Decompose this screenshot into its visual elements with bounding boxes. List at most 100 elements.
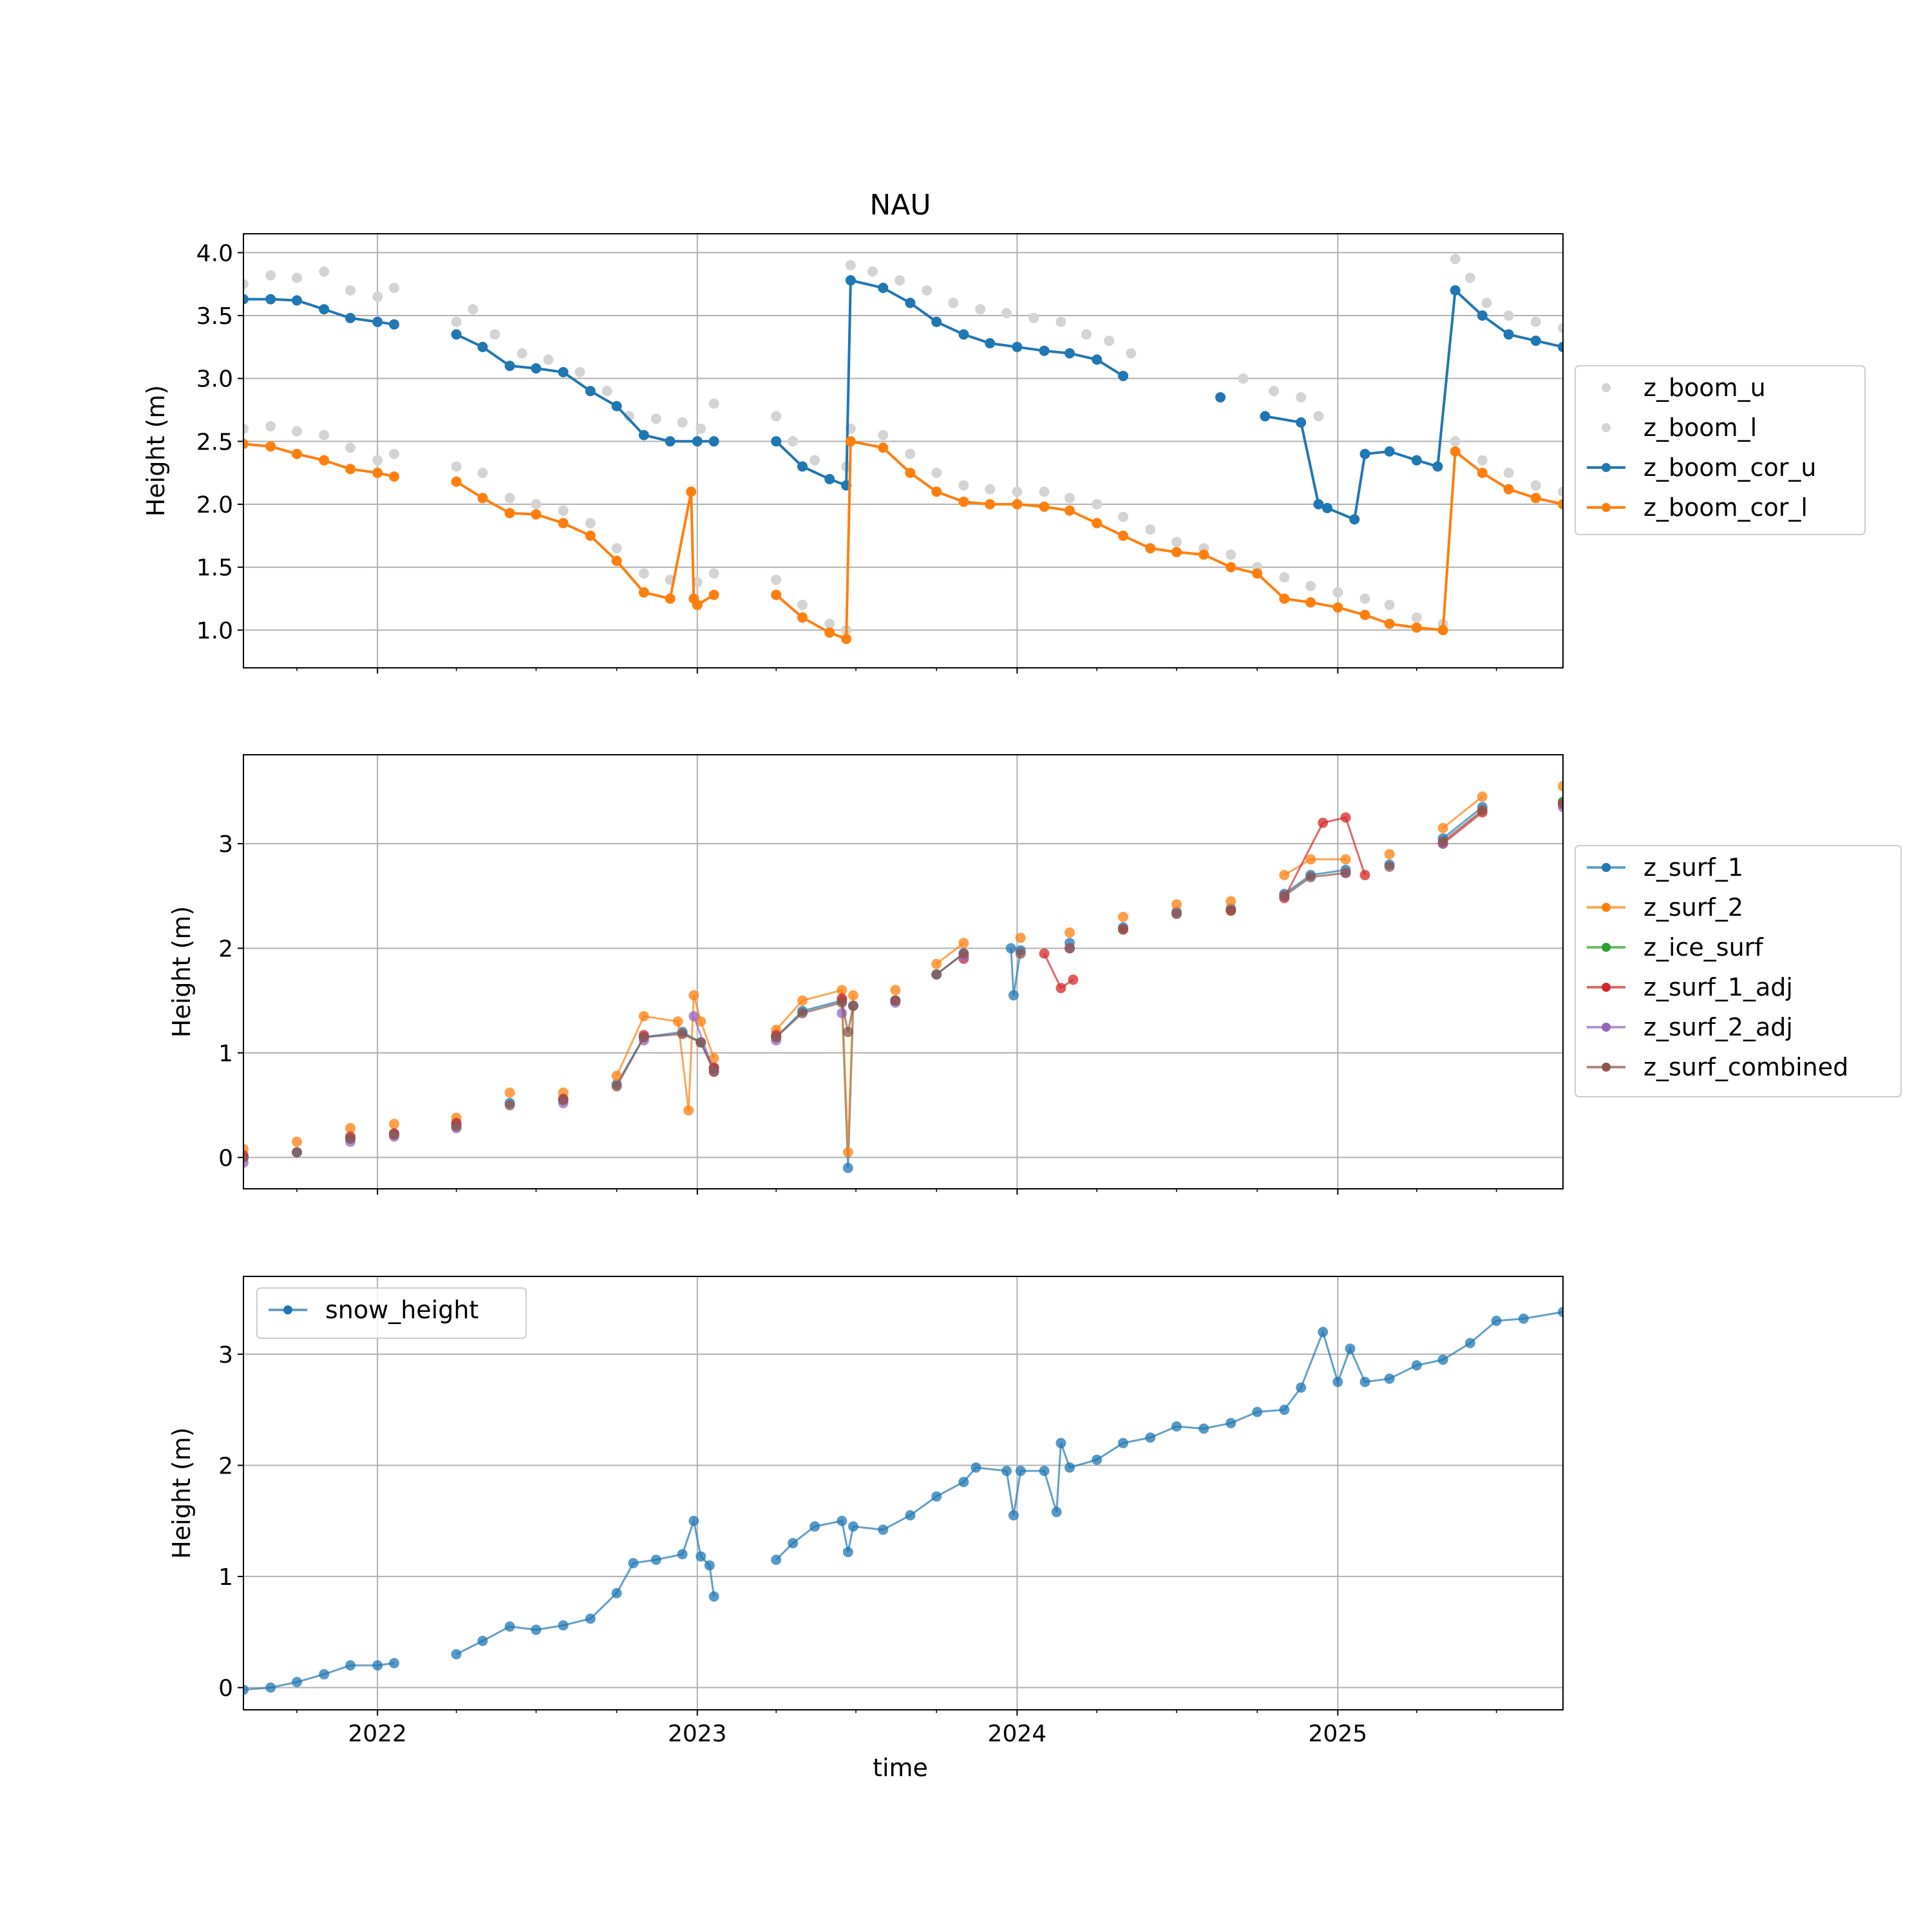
data-point-z_boom_u	[771, 411, 782, 422]
data-point-z_boom_u	[810, 455, 820, 466]
y-axis-ticks: 1.0 1.5 2.0 2.5 3.0 3.5 4.0	[196, 240, 243, 644]
data-point-z_boom_u	[574, 366, 585, 377]
data-point-z_surf_combined	[890, 995, 901, 1006]
data-point-z_boom_u	[1001, 308, 1012, 319]
data-point-z_surf_combined	[1279, 891, 1290, 902]
data-point-snow_height	[688, 1515, 699, 1526]
data-point-z_surf_combined	[931, 969, 942, 980]
data-point-snow_height	[1437, 1354, 1448, 1365]
data-point-snow_height	[878, 1524, 889, 1535]
data-point-snow_height	[504, 1621, 515, 1632]
data-point-z_boom_l	[372, 455, 383, 466]
data-point-z_surf_combined	[1065, 943, 1075, 954]
data-point-z_surf_combined	[558, 1095, 569, 1105]
legend-label: z_boom_l	[1643, 413, 1757, 442]
legend: z_boom_u z_boom_l z_boom_cor_u z_boom_cor_l	[1575, 365, 1866, 535]
data-point-z_boom_u	[265, 270, 276, 281]
x-axis-ticks: 2022 2023 2024 2025	[296, 1710, 1497, 1747]
data-point-z_boom_l	[692, 577, 703, 588]
data-point-z_boom_cor_l	[345, 464, 355, 475]
data-point-z_surf_1	[1005, 943, 1016, 954]
series-line-z_surf_combined	[936, 952, 965, 976]
data-point-z_boom_l	[771, 574, 782, 585]
data-point-z_boom_l	[1279, 572, 1290, 583]
data-point-snow_height	[585, 1613, 596, 1624]
data-point-z_surf_combined	[842, 1027, 853, 1037]
data-point-z_surf_combined	[797, 1008, 808, 1019]
data-point-z_boom_cor_u	[372, 316, 383, 327]
data-point-snow_height	[558, 1620, 569, 1631]
data-point-snow_height	[788, 1538, 799, 1549]
data-point-z_boom_l	[958, 480, 969, 491]
data-point-z_surf_combined	[848, 1000, 858, 1011]
y-axis-ticks: 0 1 2 3	[218, 831, 243, 1171]
data-point-z_boom_u	[1503, 310, 1514, 321]
data-point-z_boom_l	[243, 423, 249, 434]
data-point-z_boom_u	[345, 285, 355, 296]
data-point-z_boom_u	[1530, 316, 1541, 327]
data-point-z_boom_u	[1313, 411, 1324, 422]
data-point-z_boom_cor_l	[878, 442, 889, 453]
plot-area	[243, 1307, 1563, 1695]
data-point-z_boom_u	[543, 354, 554, 365]
legend-item-z_ice_surf: z_ice_surf	[1587, 933, 1764, 961]
data-point-z_boom_l	[1065, 493, 1075, 504]
data-point-snow_height	[1039, 1466, 1050, 1476]
data-point-z_boom_l	[878, 430, 889, 440]
data-point-z_boom_cor_l	[292, 448, 302, 459]
data-point-z_boom_u	[601, 386, 612, 397]
y-tick-label: 2.0	[196, 492, 233, 518]
legend-marker	[1602, 423, 1611, 432]
data-point-z_boom_u	[895, 275, 905, 286]
data-point-z_boom_l	[504, 493, 515, 504]
data-point-z_boom_cor_l	[1558, 499, 1563, 509]
data-point-z_boom_cor_u	[708, 436, 719, 447]
data-point-z_boom_cor_l	[389, 471, 399, 482]
data-point-snow_height	[704, 1560, 715, 1571]
legend-label: z_boom_cor_l	[1643, 493, 1808, 522]
data-point-z_surf_combined	[451, 1121, 462, 1132]
data-point-z_surf_combined	[345, 1133, 355, 1144]
data-point-z_surf_combined	[504, 1100, 515, 1111]
data-point-z_surf_combined	[1226, 905, 1236, 916]
data-point-z_boom_cor_u	[665, 436, 676, 447]
data-point-z_boom_cor_l	[477, 493, 488, 504]
data-point-z_boom_cor_u	[771, 436, 782, 447]
legend-item-z_boom_cor_u: z_boom_cor_u	[1587, 453, 1816, 482]
y-axis-label: Height (m)	[167, 1427, 196, 1558]
data-point-z_surf_2	[1065, 927, 1075, 938]
data-point-z_boom_l	[1145, 524, 1156, 535]
legend-item-z_boom_u: z_boom_u	[1602, 374, 1766, 402]
data-point-z_boom_cor_u	[504, 361, 515, 372]
y-tick-label: 2	[218, 1453, 233, 1479]
data-point-z_boom_u	[489, 329, 500, 340]
legend-marker	[1602, 943, 1611, 952]
data-point-z_boom_cor_u	[451, 329, 462, 340]
data-point-snow_height	[1001, 1466, 1012, 1476]
series-snow_height	[243, 1307, 1563, 1695]
data-point-snow_height	[477, 1636, 488, 1646]
series-z_boom_cor_u	[243, 275, 1563, 525]
data-point-z_surf_2	[638, 1011, 649, 1021]
data-point-z_surf_combined	[1437, 836, 1448, 847]
data-point-z_boom_l	[1530, 480, 1541, 491]
data-point-z_boom_u	[1056, 316, 1066, 327]
data-point-z_boom_cor_l	[558, 518, 569, 529]
data-point-z_surf_2	[1340, 854, 1351, 865]
legend-item-z_surf_combined: z_surf_combined	[1587, 1053, 1848, 1081]
y-tick-label: 3.0	[196, 366, 233, 393]
data-point-snow_height	[611, 1587, 622, 1598]
data-point-z_boom_cor_u	[1313, 499, 1324, 509]
data-point-snow_height	[1171, 1421, 1182, 1432]
data-point-z_boom_cor_l	[1252, 568, 1263, 579]
x-tick-label: 2023	[668, 1721, 727, 1747]
data-point-z_boom_u	[516, 348, 527, 359]
legend-item-z_surf_1: z_surf_1	[1587, 853, 1743, 882]
data-point-snow_height	[628, 1558, 639, 1569]
data-point-z_surf_2	[890, 985, 901, 996]
legend-marker	[1602, 1023, 1611, 1032]
x-tick-label: 2024	[988, 1721, 1047, 1747]
data-point-z_boom_cor_u	[1477, 310, 1488, 321]
data-point-z_boom_u	[948, 298, 959, 308]
data-point-z_boom_cor_u	[1092, 354, 1103, 365]
